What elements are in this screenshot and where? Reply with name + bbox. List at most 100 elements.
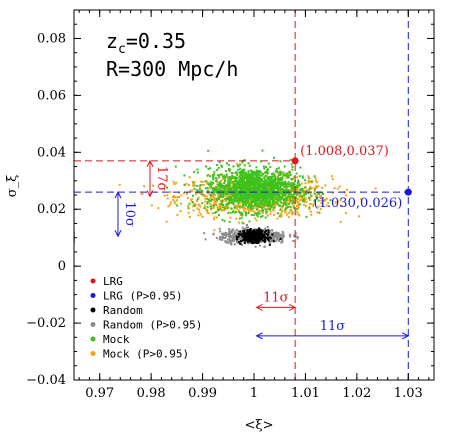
point bbox=[226, 176, 229, 179]
point bbox=[284, 201, 287, 204]
point bbox=[215, 216, 218, 219]
legend-marker bbox=[90, 351, 96, 356]
point bbox=[263, 176, 266, 178]
point bbox=[269, 230, 271, 233]
point bbox=[234, 231, 237, 234]
point bbox=[269, 177, 272, 180]
point bbox=[271, 175, 274, 178]
point bbox=[254, 235, 257, 238]
point bbox=[234, 211, 237, 214]
point bbox=[246, 200, 249, 203]
legend-label: Mock bbox=[103, 333, 130, 346]
point bbox=[257, 172, 260, 175]
point bbox=[257, 196, 260, 199]
point bbox=[309, 180, 312, 183]
point bbox=[263, 241, 266, 244]
point bbox=[276, 217, 279, 220]
point bbox=[322, 199, 325, 202]
point bbox=[237, 230, 240, 233]
point bbox=[267, 192, 270, 195]
point bbox=[240, 196, 243, 199]
point bbox=[249, 231, 251, 234]
point bbox=[198, 188, 201, 191]
point bbox=[228, 230, 231, 233]
point bbox=[234, 197, 237, 200]
point bbox=[277, 181, 280, 184]
point bbox=[209, 187, 212, 190]
point bbox=[217, 193, 220, 196]
point bbox=[224, 176, 227, 179]
point bbox=[283, 203, 286, 206]
point bbox=[213, 201, 216, 204]
point bbox=[344, 212, 347, 215]
point bbox=[229, 184, 232, 187]
point bbox=[224, 170, 227, 172]
point bbox=[271, 197, 274, 200]
point bbox=[196, 207, 199, 210]
point bbox=[216, 183, 219, 186]
point bbox=[274, 197, 277, 200]
point bbox=[282, 193, 285, 196]
point bbox=[186, 192, 188, 195]
point bbox=[253, 190, 256, 192]
point bbox=[252, 231, 255, 234]
point bbox=[218, 227, 221, 230]
point bbox=[232, 190, 235, 193]
point bbox=[296, 198, 299, 201]
point bbox=[261, 182, 264, 185]
point bbox=[247, 176, 250, 178]
point bbox=[225, 173, 228, 176]
point bbox=[274, 184, 277, 187]
point bbox=[213, 203, 216, 206]
point bbox=[214, 201, 217, 203]
point bbox=[246, 224, 248, 226]
point bbox=[280, 182, 283, 185]
point bbox=[266, 202, 269, 205]
point bbox=[229, 239, 232, 242]
point bbox=[280, 236, 283, 239]
point bbox=[242, 200, 245, 203]
point bbox=[277, 174, 280, 177]
point bbox=[180, 202, 182, 205]
point bbox=[279, 237, 282, 240]
point bbox=[280, 210, 283, 213]
point bbox=[251, 188, 254, 191]
point bbox=[220, 179, 223, 182]
point bbox=[290, 189, 293, 192]
point bbox=[187, 207, 190, 210]
point bbox=[255, 235, 258, 238]
point bbox=[290, 178, 293, 180]
point bbox=[169, 191, 172, 194]
point bbox=[281, 195, 284, 198]
point bbox=[261, 204, 264, 207]
point bbox=[212, 194, 215, 196]
point bbox=[219, 208, 221, 211]
point bbox=[217, 176, 220, 179]
point bbox=[253, 237, 256, 239]
point bbox=[269, 204, 272, 207]
point bbox=[196, 198, 199, 201]
point bbox=[222, 204, 225, 206]
point bbox=[265, 199, 268, 202]
point bbox=[201, 193, 204, 196]
point bbox=[230, 196, 233, 199]
point bbox=[271, 192, 274, 194]
point bbox=[242, 173, 245, 176]
point bbox=[208, 183, 211, 186]
point bbox=[288, 212, 291, 214]
point bbox=[206, 201, 209, 204]
point bbox=[241, 239, 244, 242]
point bbox=[243, 185, 245, 188]
point bbox=[263, 187, 265, 189]
point bbox=[271, 178, 274, 181]
point bbox=[269, 208, 272, 210]
point bbox=[254, 171, 257, 174]
point bbox=[267, 239, 270, 242]
point bbox=[213, 188, 216, 191]
point bbox=[218, 161, 221, 164]
point bbox=[276, 192, 279, 194]
point bbox=[245, 202, 248, 205]
point bbox=[194, 204, 196, 207]
point bbox=[236, 207, 239, 210]
